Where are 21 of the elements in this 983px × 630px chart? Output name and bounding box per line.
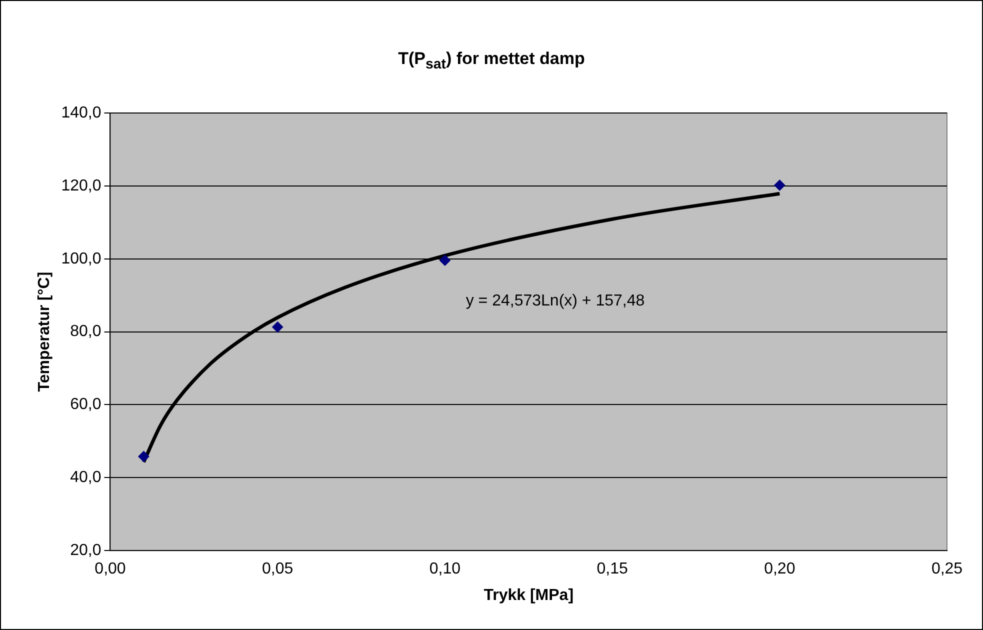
y-tick-label: 20,0	[70, 542, 102, 560]
chart-title: T(P$_{sat}$) for mettet damp	[397, 49, 586, 72]
point	[138, 451, 150, 462]
x-tick-label: 0,20	[764, 560, 796, 578]
y-tick-label: 80,0	[70, 323, 102, 340]
y-axis-title: Temperatur [°C]	[36, 272, 54, 392]
x-tick-label: 0,10	[429, 560, 461, 578]
y-tick-label: 40,0	[70, 469, 102, 486]
y-tick-label: 140,0	[61, 104, 102, 122]
point	[439, 254, 450, 266]
x-tick-label: 0,15	[596, 560, 628, 578]
y-tick-label: 120,0	[61, 177, 102, 194]
x-tick-label: 0,00	[94, 560, 126, 578]
x-tick-label: 0,25	[931, 560, 963, 578]
x-tick-label: 0,05	[262, 560, 294, 578]
x-axis-title: Trykk [MPa]	[484, 586, 574, 604]
y-tick-label: 60,0	[70, 396, 102, 414]
y-tick-label: 100,0	[61, 250, 102, 268]
point	[272, 322, 284, 333]
annotation: y = 24,573Ln(x) + 157,48	[466, 292, 645, 310]
point	[774, 180, 786, 191]
